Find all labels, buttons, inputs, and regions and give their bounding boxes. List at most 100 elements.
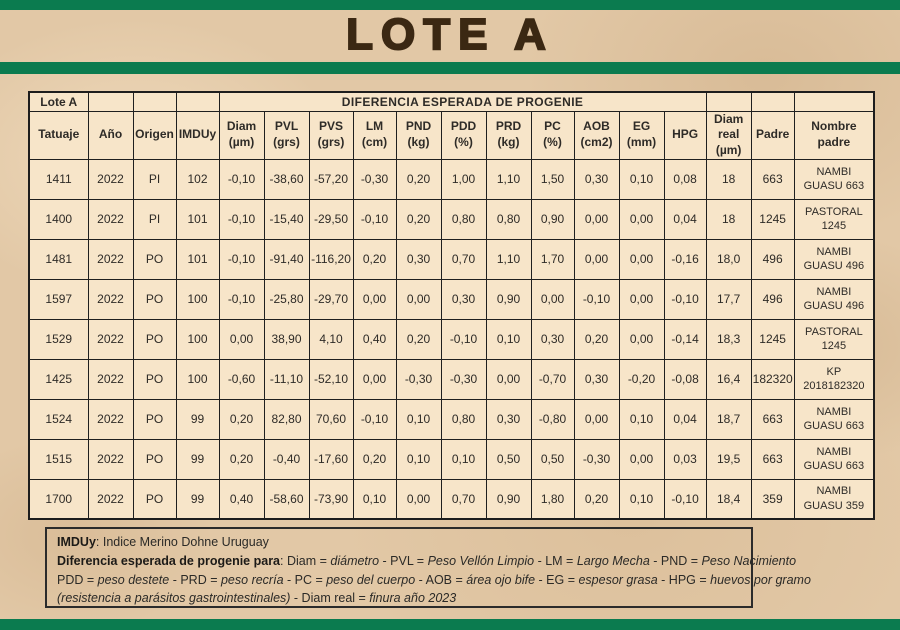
column-header-pvl: PVL (grs) xyxy=(263,110,310,160)
cell-anio: 2022 xyxy=(87,478,134,520)
cell-lm: 0,20 xyxy=(352,438,397,480)
cell-pc: 1,70 xyxy=(530,238,575,280)
cell-diam-real: 18,7 xyxy=(705,398,752,440)
cell-imduy: 100 xyxy=(175,358,220,400)
column-header-origen: Origen xyxy=(132,110,177,160)
table-row: 1524 2022 PO 99 0,20 82,80 70,60 -0,10 0,10 0,80 0… xyxy=(28,398,875,440)
cell-aob: -0,10 xyxy=(573,278,620,320)
legend-definition: área ojo bife xyxy=(466,572,536,587)
cell-origen: PI xyxy=(132,198,177,240)
cell-pdd: 0,80 xyxy=(440,198,487,240)
cell-hpg: -0,10 xyxy=(663,278,707,320)
cell-diam-real: 18,0 xyxy=(705,238,752,280)
title-underline-green-bar xyxy=(0,62,900,74)
legend-text: - PC = xyxy=(283,572,327,587)
cell-nombre-padre: NAMBI GUASU 496 xyxy=(793,238,875,280)
cell-anio: 2022 xyxy=(87,198,134,240)
cell-prd: 0,80 xyxy=(485,198,532,240)
column-header-nombre-padre: Nombre padre xyxy=(793,110,875,160)
cell-origen: PO xyxy=(132,478,177,520)
cell-tatuaje: 1481 xyxy=(28,238,89,280)
cell-nombre-padre: PASTORAL 1245 xyxy=(793,318,875,360)
table-row: 1597 2022 PO 100 -0,10 -25,80 -29,70 0,00 0,00 0,… xyxy=(28,278,875,320)
cell-pvs: -52,10 xyxy=(308,358,354,400)
column-header-lm: LM (cm) xyxy=(352,110,397,160)
cell-tatuaje: 1700 xyxy=(28,478,89,520)
cell-pdd: 0,30 xyxy=(440,278,487,320)
cell-eg: 0,00 xyxy=(618,278,665,320)
cell-anio: 2022 xyxy=(87,318,134,360)
cell-prd: 0,90 xyxy=(485,278,532,320)
cell-diam: 0,20 xyxy=(218,438,265,480)
cell-pdd: 0,10 xyxy=(440,438,487,480)
cell-pvl: 82,80 xyxy=(263,398,310,440)
column-header-imduy: IMDUy xyxy=(175,110,220,160)
cell-nombre-padre: NAMBI GUASU 496 xyxy=(793,278,875,320)
cell-diam: -0,60 xyxy=(218,358,265,400)
legend-definition: finura año 2023 xyxy=(369,591,457,606)
cell-pdd: -0,10 xyxy=(440,318,487,360)
legend-definition: peso del cuerpo xyxy=(326,572,416,587)
cell-pc: 1,50 xyxy=(530,158,575,200)
cell-padre: 663 xyxy=(750,158,795,200)
cell-lm: 0,40 xyxy=(352,318,397,360)
empty-header-cell xyxy=(750,91,795,112)
cell-lm: 0,10 xyxy=(352,478,397,520)
cell-prd: 1,10 xyxy=(485,158,532,200)
cell-aob: 0,30 xyxy=(573,358,620,400)
cell-aob: 0,20 xyxy=(573,318,620,360)
column-header-diam-real: Diam real (µm) xyxy=(705,110,752,160)
cell-diam: 0,20 xyxy=(218,398,265,440)
legend-text: : Diam = xyxy=(280,553,331,568)
page-title: LOTE A xyxy=(345,9,554,60)
legend-text: - AOB = xyxy=(415,572,467,587)
cell-nombre-padre: NAMBI GUASU 663 xyxy=(793,158,875,200)
cell-eg: 0,10 xyxy=(618,478,665,520)
cell-anio: 2022 xyxy=(87,278,134,320)
bottom-green-bar xyxy=(0,619,900,630)
table-corner-label: Lote A xyxy=(28,91,89,112)
column-header-padre: Padre xyxy=(750,110,795,160)
cell-prd: 0,50 xyxy=(485,438,532,480)
cell-eg: 0,10 xyxy=(618,398,665,440)
table-head: Lote A DIFERENCIA ESPERADA DE PROGENIE Ta… xyxy=(28,91,875,160)
cell-prd: 0,00 xyxy=(485,358,532,400)
cell-pc: -0,70 xyxy=(530,358,575,400)
cell-nombre-padre: PASTORAL 1245 xyxy=(793,198,875,240)
cell-tatuaje: 1515 xyxy=(28,438,89,480)
cell-pc: 0,50 xyxy=(530,438,575,480)
cell-origen: PO xyxy=(132,278,177,320)
table-body: 1411 2022 PI 102 -0,10 -38,60 -57,20 -0,30 0,20 1… xyxy=(28,158,875,520)
empty-header-cell xyxy=(175,91,220,112)
cell-imduy: 99 xyxy=(175,398,220,440)
column-header-pvs: PVS (grs) xyxy=(308,110,354,160)
cell-pvl: -15,40 xyxy=(263,198,310,240)
legend-term: IMDUy xyxy=(57,535,96,549)
legend-line-1: IMDUy: Indice Merino Dohne Uruguay xyxy=(57,533,741,552)
cell-padre: 182320 xyxy=(750,358,795,400)
cell-lm: 0,00 xyxy=(352,278,397,320)
legend-definition: (resistencia a parásitos gastrointestina… xyxy=(57,591,291,606)
legend-definition: peso recría xyxy=(220,572,284,587)
legend-box: IMDUy: Indice Merino Dohne Uruguay Difere… xyxy=(45,527,811,608)
cell-hpg: 0,04 xyxy=(663,398,707,440)
cell-diam-real: 18,3 xyxy=(705,318,752,360)
cell-imduy: 100 xyxy=(175,318,220,360)
empty-header-cell xyxy=(132,91,177,112)
cell-pvs: -73,90 xyxy=(308,478,354,520)
cell-lm: -0,30 xyxy=(352,158,397,200)
cell-pdd: 1,00 xyxy=(440,158,487,200)
cell-pnd: 0,00 xyxy=(395,478,442,520)
legend-text: - HPG = xyxy=(657,572,711,587)
cell-eg: 0,00 xyxy=(618,238,665,280)
cell-origen: PO xyxy=(132,398,177,440)
cell-anio: 2022 xyxy=(87,358,134,400)
legend-line-3: PDD = peso destete - PRD = peso recría -… xyxy=(57,571,811,590)
column-header-aob: AOB (cm2) xyxy=(573,110,620,160)
cell-diam-real: 18 xyxy=(705,158,752,200)
column-header-pdd: PDD (%) xyxy=(440,110,487,160)
cell-padre: 496 xyxy=(750,278,795,320)
cell-padre: 1245 xyxy=(750,318,795,360)
cell-imduy: 100 xyxy=(175,278,220,320)
